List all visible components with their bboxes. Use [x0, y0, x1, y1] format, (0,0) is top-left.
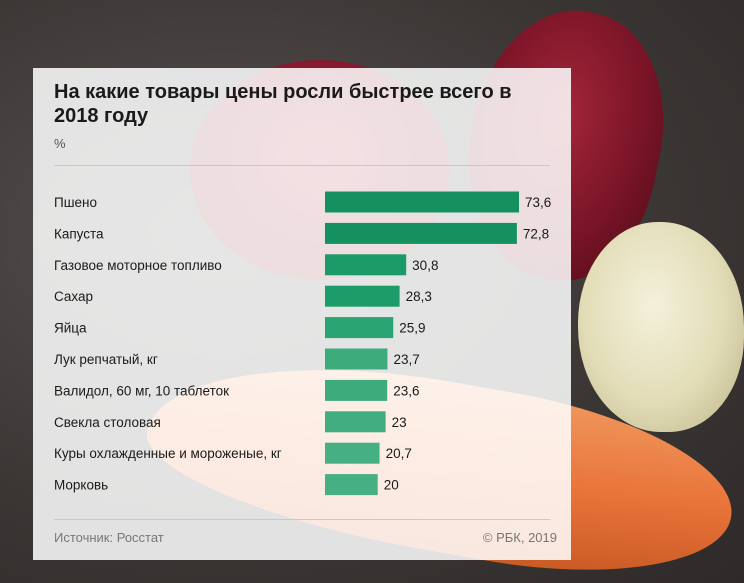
onion	[578, 222, 744, 432]
category-label: Валидол, 60 мг, 10 таблеток	[54, 383, 229, 398]
unit-label: %	[54, 136, 66, 151]
category-label: Сахар	[54, 289, 93, 304]
bar	[325, 474, 378, 496]
value-label: 23,6	[393, 383, 419, 398]
value-label: 20,7	[386, 446, 412, 461]
category-label: Морковь	[54, 478, 108, 493]
bar	[325, 379, 388, 401]
value-label: 20	[384, 478, 399, 493]
bar	[325, 348, 388, 370]
bar	[325, 285, 400, 307]
chart-title: На какие товары цены росли быстрее всего…	[54, 81, 512, 127]
source-note: Источник: Росстат	[54, 530, 164, 545]
bar	[325, 317, 394, 339]
value-label: 30,8	[412, 258, 438, 273]
category-label: Пшено	[54, 195, 97, 210]
value-label: 23	[392, 415, 407, 430]
bar	[325, 442, 380, 464]
category-label: Яйца	[54, 321, 87, 336]
category-label: Газовое моторное топливо	[54, 258, 222, 273]
category-label: Капуста	[54, 226, 104, 241]
category-label: Свекла столовая	[54, 415, 161, 430]
copyright-note: © РБК, 2019	[482, 530, 557, 545]
value-label: 72,8	[523, 226, 549, 241]
category-label: Лук репчатый, кг	[54, 352, 158, 367]
value-label: 73,6	[525, 195, 551, 210]
value-label: 25,9	[399, 321, 425, 336]
top-divider	[54, 165, 550, 166]
value-label: 28,3	[406, 289, 432, 304]
chart-card: На какие товары цены росли быстрее всего…	[33, 68, 571, 560]
bar	[325, 254, 407, 276]
bottom-divider	[54, 519, 550, 520]
bar-chart: Пшено 73,6 Капуста 72,8 Газовое моторное топ…	[54, 191, 551, 496]
category-label: Куры охлажденные и мороженые, кг	[54, 446, 282, 461]
bar	[325, 191, 519, 213]
bar	[325, 411, 386, 433]
bar	[325, 222, 517, 244]
value-label: 23,7	[393, 352, 419, 367]
